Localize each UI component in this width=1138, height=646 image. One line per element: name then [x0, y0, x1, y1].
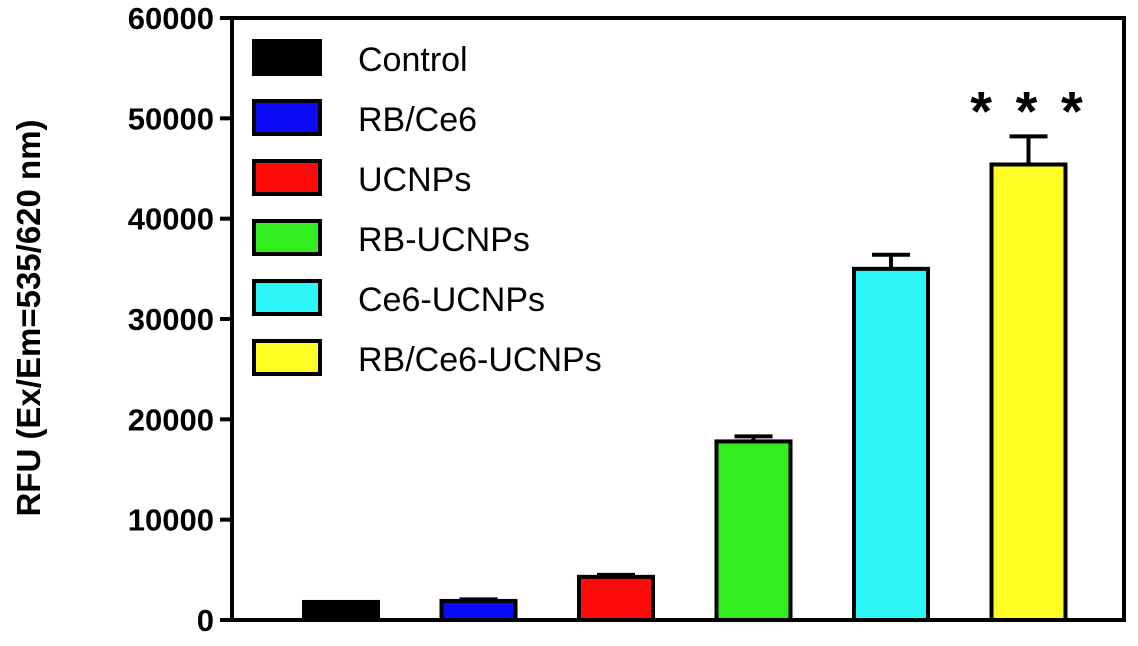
- bar: [989, 162, 1068, 622]
- axes-layer: 0 10000 20000 30000 40000 50000 60000: [128, 1, 1126, 638]
- y-tick-label: 20000: [128, 402, 214, 437]
- legend-label: Control: [358, 41, 468, 79]
- significance-annotation: * * *: [970, 79, 1087, 142]
- y-axis-title-group: RFU (Ex/Em=535/620 nm): [10, 119, 47, 516]
- y-tick-label: 50000: [128, 101, 214, 136]
- legend-label: UCNPs: [358, 161, 471, 199]
- bar: [852, 266, 930, 622]
- y-tick-label: 0: [197, 603, 214, 638]
- bar: [577, 574, 655, 623]
- legend-swatch: [252, 279, 322, 316]
- bar: [439, 598, 518, 622]
- legend-swatch: [252, 159, 322, 196]
- bar: [714, 439, 793, 623]
- y-tick-label: 10000: [128, 503, 214, 538]
- legend-label: RB/Ce6-UCNPs: [358, 341, 602, 379]
- legend-label: RB/Ce6: [358, 101, 477, 139]
- legend-label: Ce6-UCNPs: [358, 281, 545, 319]
- legend: Control RB/Ce6 UCNPs RB-UCNPs Ce6-UCNPs RB/Ce…: [252, 39, 602, 379]
- legend-swatch: [252, 99, 322, 136]
- legend-label: RB-UCNPs: [358, 221, 530, 259]
- bars-layer: * * *: [302, 79, 1087, 623]
- bar: [302, 599, 380, 623]
- y-tick-label: 60000: [128, 1, 214, 36]
- y-axis-title: RFU (Ex/Em=535/620 nm): [10, 119, 47, 516]
- legend-swatch: [252, 339, 322, 376]
- legend-swatch: [252, 219, 322, 256]
- y-tick-label: 40000: [128, 202, 214, 237]
- y-tick-label: 30000: [128, 302, 214, 337]
- legend-swatch: [252, 39, 322, 76]
